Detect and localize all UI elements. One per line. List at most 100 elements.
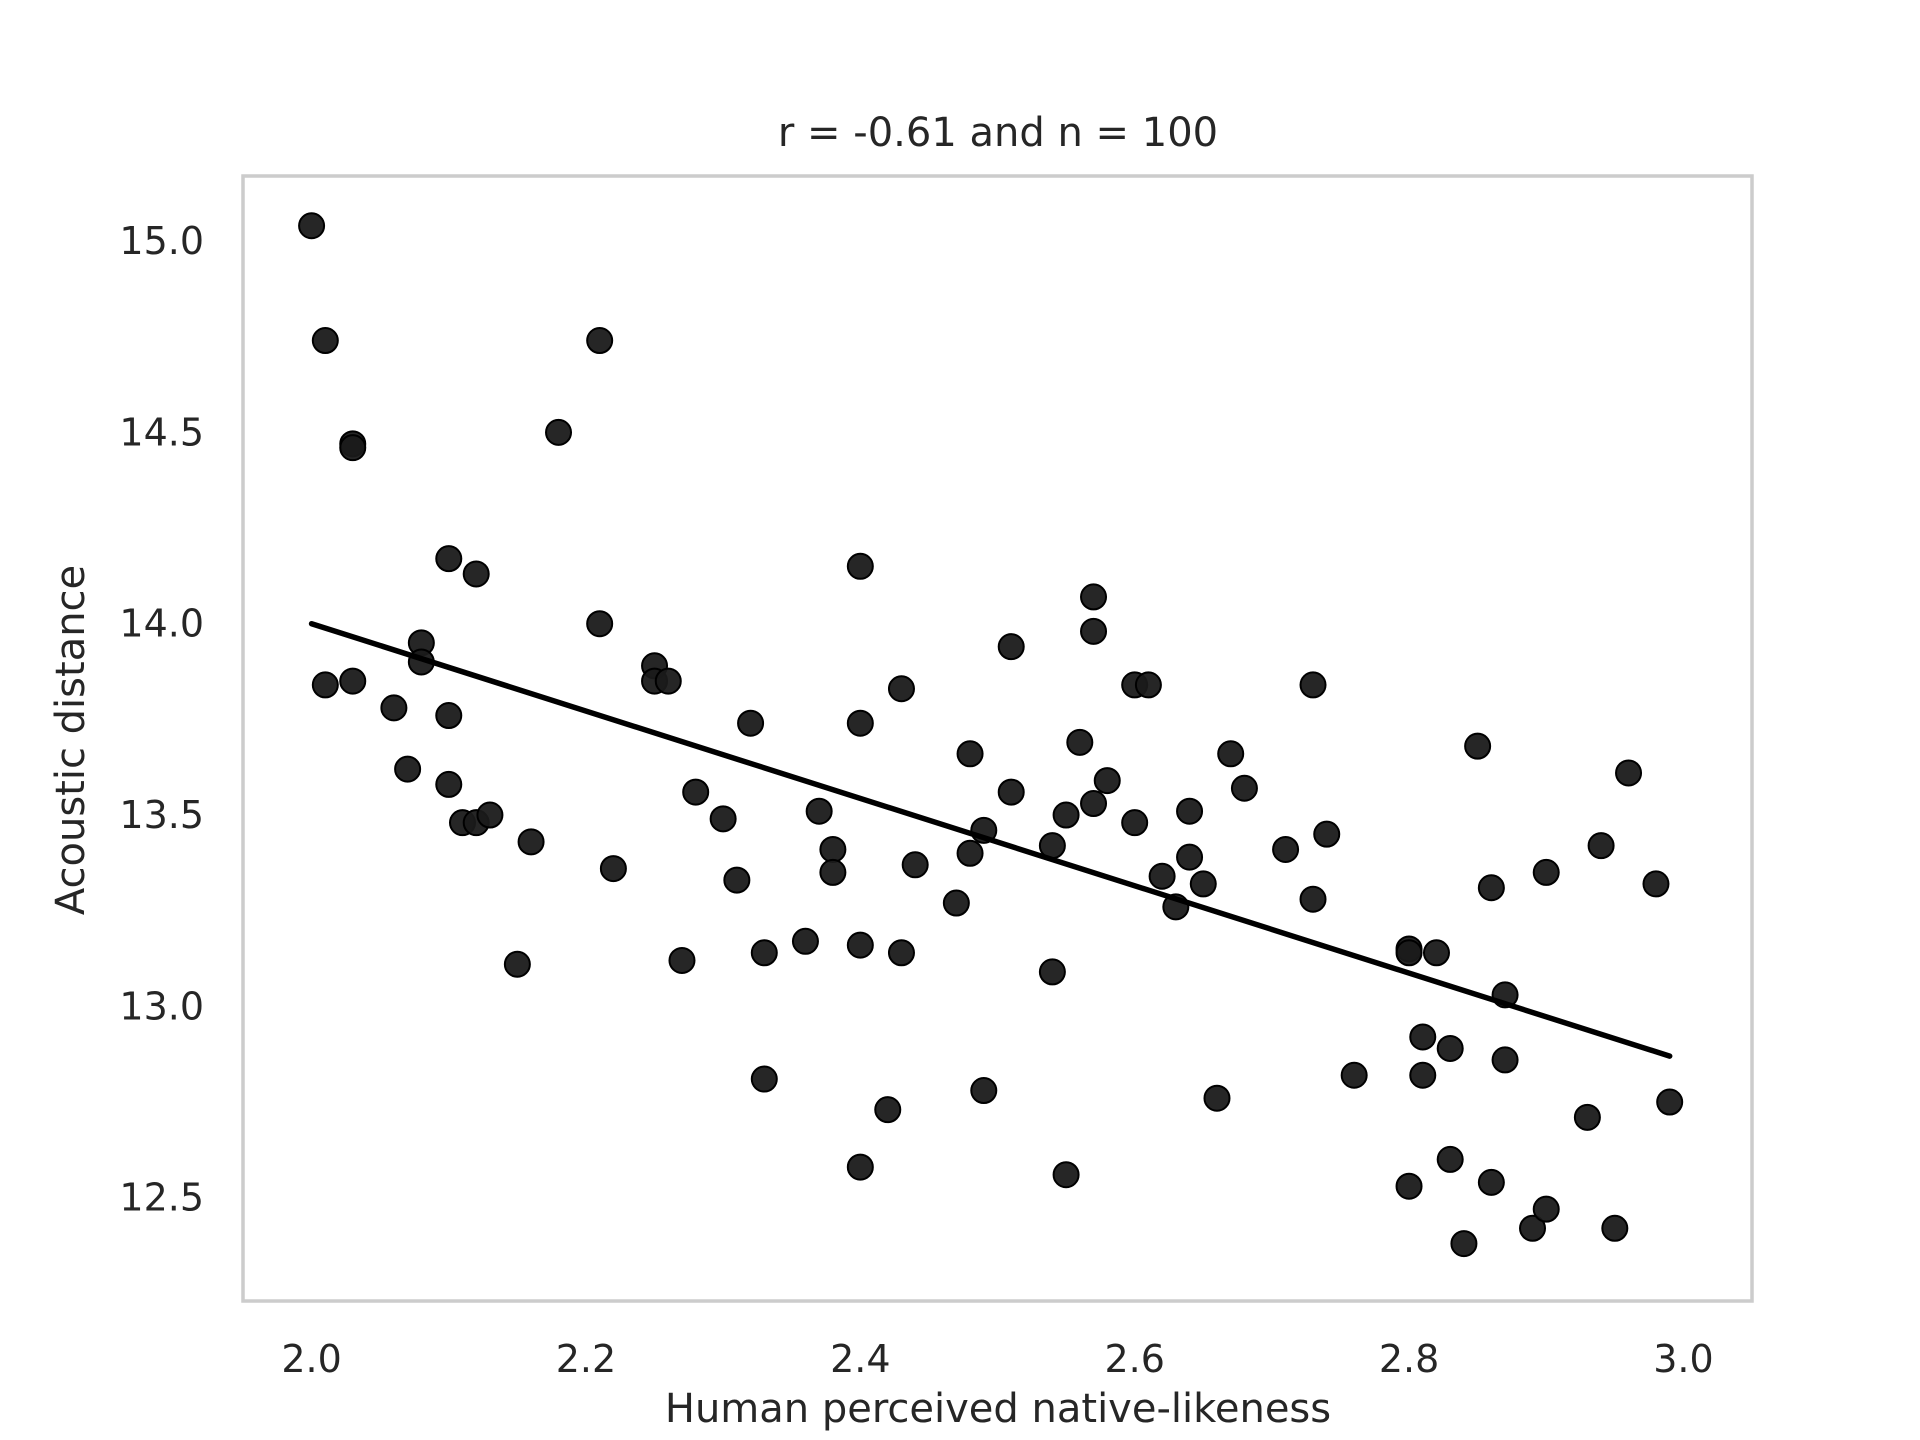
data-point bbox=[503, 950, 531, 978]
data-point bbox=[846, 931, 874, 959]
data-point bbox=[846, 709, 874, 737]
y-tick-label: 14.0 bbox=[119, 602, 204, 646]
data-point bbox=[476, 801, 504, 829]
data-point bbox=[435, 545, 463, 573]
data-point bbox=[1080, 617, 1108, 645]
data-point bbox=[1299, 885, 1327, 913]
data-point bbox=[1436, 1034, 1464, 1062]
data-point bbox=[586, 610, 614, 638]
x-tick-label: 2.8 bbox=[1379, 1337, 1439, 1381]
data-point bbox=[970, 1077, 998, 1105]
data-point bbox=[874, 1096, 902, 1124]
data-point bbox=[339, 434, 367, 462]
data-point bbox=[1395, 1172, 1423, 1200]
data-point bbox=[1477, 1168, 1505, 1196]
data-point bbox=[709, 805, 737, 833]
y-tick-label: 13.0 bbox=[119, 984, 204, 1028]
x-axis-label: Human perceived native-likeness bbox=[665, 1386, 1331, 1432]
data-point bbox=[819, 835, 847, 863]
data-point bbox=[901, 851, 929, 879]
data-point bbox=[723, 866, 751, 894]
data-point bbox=[1340, 1061, 1368, 1089]
data-point bbox=[1217, 740, 1245, 768]
data-point bbox=[997, 778, 1025, 806]
y-tick-labels: 12.5 13.0 13.5 14.0 14.5 15.0 bbox=[119, 219, 204, 1220]
data-point bbox=[887, 939, 915, 967]
data-point bbox=[1436, 1145, 1464, 1173]
x-tick-label: 2.4 bbox=[830, 1337, 890, 1381]
data-point bbox=[1601, 1214, 1629, 1242]
data-point bbox=[1477, 874, 1505, 902]
data-point bbox=[435, 770, 463, 798]
data-point bbox=[737, 709, 765, 737]
data-point bbox=[1080, 790, 1108, 818]
data-point bbox=[311, 671, 339, 699]
data-point bbox=[339, 667, 367, 695]
x-tick-labels: 2.0 2.2 2.4 2.6 2.8 3.0 bbox=[281, 1337, 1713, 1381]
data-point bbox=[1189, 870, 1217, 898]
data-point bbox=[1203, 1084, 1231, 1112]
data-point bbox=[1491, 1046, 1519, 1074]
data-point bbox=[997, 633, 1025, 661]
data-point bbox=[1052, 1161, 1080, 1189]
data-point bbox=[586, 327, 614, 355]
x-tick-label: 2.6 bbox=[1104, 1337, 1164, 1381]
y-tick-label: 15.0 bbox=[119, 219, 204, 263]
data-point bbox=[462, 560, 490, 588]
data-point bbox=[545, 418, 573, 446]
data-point bbox=[1230, 774, 1258, 802]
regression-line bbox=[308, 620, 1673, 1059]
data-point bbox=[750, 939, 778, 967]
data-point bbox=[380, 694, 408, 722]
x-tick-label: 2.2 bbox=[556, 1337, 616, 1381]
data-point bbox=[654, 667, 682, 695]
data-point bbox=[1409, 1023, 1437, 1051]
data-point bbox=[311, 327, 339, 355]
data-point bbox=[435, 702, 463, 730]
data-point bbox=[1450, 1230, 1478, 1258]
x-tick-label: 2.0 bbox=[281, 1337, 341, 1381]
data-points bbox=[298, 212, 1684, 1258]
data-point bbox=[1615, 759, 1643, 787]
data-point bbox=[942, 889, 970, 917]
data-point bbox=[887, 675, 915, 703]
plot-frame bbox=[241, 174, 1754, 1303]
y-axis-label: Acoustic distance bbox=[48, 565, 94, 915]
data-point bbox=[819, 858, 847, 886]
data-point bbox=[682, 778, 710, 806]
data-point bbox=[1148, 862, 1176, 890]
data-point bbox=[1313, 820, 1341, 848]
y-tick-label: 12.5 bbox=[119, 1176, 204, 1220]
chart-title: r = -0.61 and n = 100 bbox=[778, 110, 1218, 156]
data-point bbox=[846, 552, 874, 580]
data-point bbox=[1038, 958, 1066, 986]
data-point bbox=[846, 1153, 874, 1181]
data-point bbox=[956, 740, 984, 768]
data-point bbox=[791, 927, 819, 955]
data-point bbox=[599, 855, 627, 883]
data-point bbox=[1587, 832, 1615, 860]
data-point bbox=[1532, 1195, 1560, 1223]
data-point bbox=[1409, 1061, 1437, 1089]
data-point bbox=[1052, 801, 1080, 829]
data-point bbox=[1642, 870, 1670, 898]
data-point bbox=[1299, 671, 1327, 699]
data-point bbox=[394, 755, 422, 783]
data-point bbox=[1573, 1103, 1601, 1131]
data-point bbox=[956, 839, 984, 867]
data-point bbox=[517, 828, 545, 856]
data-point bbox=[1519, 1214, 1547, 1242]
data-point bbox=[1066, 728, 1094, 756]
data-point bbox=[298, 212, 326, 240]
data-point bbox=[668, 946, 696, 974]
y-tick-label: 13.5 bbox=[119, 793, 204, 837]
data-point bbox=[1176, 797, 1204, 825]
data-point bbox=[1093, 767, 1121, 795]
data-point bbox=[750, 1065, 778, 1093]
data-point bbox=[1422, 939, 1450, 967]
data-point bbox=[1464, 732, 1492, 760]
data-point bbox=[1080, 583, 1108, 611]
data-point bbox=[1395, 939, 1423, 967]
y-tick-label: 14.5 bbox=[119, 410, 204, 454]
